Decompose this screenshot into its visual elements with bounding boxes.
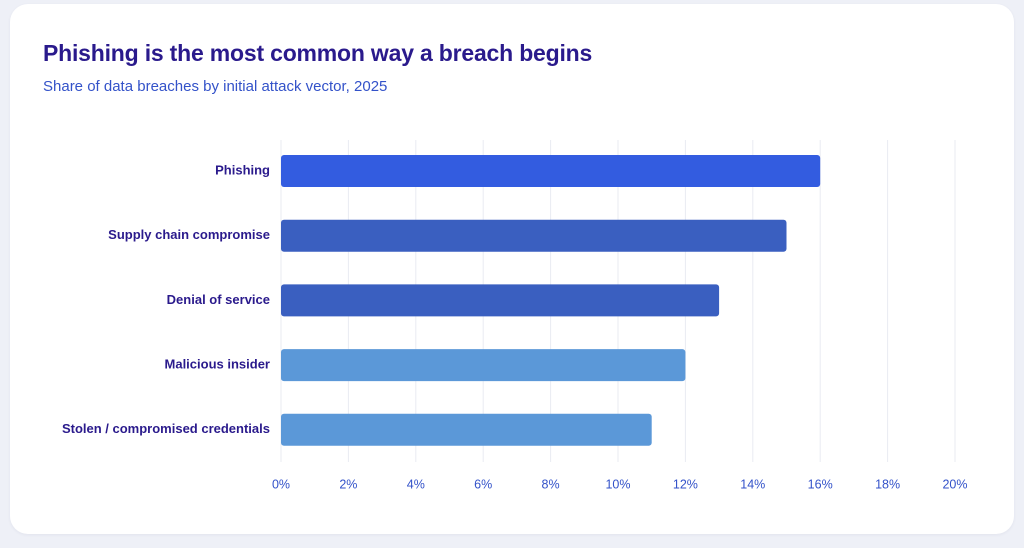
x-tick-label: 20% [942, 477, 967, 491]
category-label: Malicious insider [165, 357, 270, 372]
bar [281, 219, 787, 252]
x-tick-label: 8% [542, 477, 560, 491]
bar [281, 284, 720, 317]
category-labels: Phishing Supply chain compromise Denial of… [62, 162, 270, 436]
x-tick-label: 6% [474, 477, 492, 491]
x-tick-label: 10% [605, 477, 630, 491]
x-axis-ticks: 0% 2% 4% 6% 8% 10% 12% 14% 16% 18% 20% [272, 477, 968, 491]
chart-title: Phishing is the most common way a breach… [43, 40, 593, 66]
category-label: Stolen / compromised credentials [62, 421, 270, 436]
x-tick-label: 18% [875, 477, 900, 491]
category-label: Phishing [215, 162, 270, 177]
bars [281, 155, 821, 446]
x-tick-label: 12% [673, 477, 698, 491]
x-tick-label: 14% [740, 477, 765, 491]
bar [281, 413, 652, 446]
x-tick-label: 0% [272, 477, 290, 491]
bar [281, 349, 686, 382]
chart-subtitle: Share of data breaches by initial attack… [43, 78, 388, 95]
category-label: Denial of service [167, 292, 270, 307]
x-tick-label: 4% [407, 477, 425, 491]
x-tick-label: 16% [808, 477, 833, 491]
bar [281, 155, 821, 187]
category-label: Supply chain compromise [108, 227, 270, 242]
x-tick-label: 2% [339, 477, 357, 491]
